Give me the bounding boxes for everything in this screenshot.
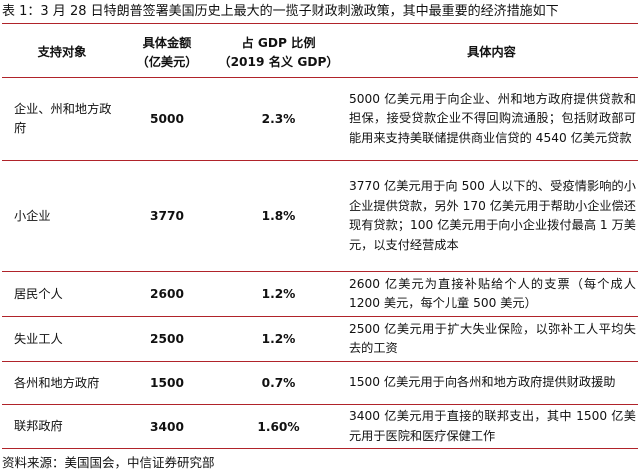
cell-amount: 2600 <box>122 271 212 317</box>
table-row: 各州和地方政府 1500 0.7% 1500 亿美元用于向各州和地方政府提供财政… <box>2 361 638 405</box>
table-header-row: 支持对象 具体金额 （亿美元） 占 GDP 比例 （2019 名义 GDP） 具… <box>2 28 638 78</box>
cell-gdp-share: 0.7% <box>212 361 345 405</box>
cell-amount: 3770 <box>122 160 212 272</box>
cell-target: 联邦政府 <box>2 404 122 449</box>
cell-gdp-share: 1.2% <box>212 316 345 362</box>
stimulus-measures-table: 支持对象 具体金额 （亿美元） 占 GDP 比例 （2019 名义 GDP） 具… <box>2 28 638 449</box>
header-gdp-line1: 占 GDP 比例 <box>241 35 316 50</box>
table-row: 居民个人 2600 1.2% 2600 亿美元为直接补贴给个人的支票（每个成人 … <box>2 271 638 317</box>
source-note: 资料来源：美国国会，中信证券研究部 <box>2 455 215 470</box>
cell-target: 企业、州和地方政府 <box>2 77 122 161</box>
cell-gdp-share: 1.2% <box>212 271 345 317</box>
cell-content: 2500 亿美元用于扩大失业保险，以弥补工人平均失去的工资 <box>345 316 638 362</box>
cell-amount: 5000 <box>122 77 212 161</box>
cell-target: 各州和地方政府 <box>2 361 122 405</box>
cell-target: 小企业 <box>2 160 122 272</box>
cell-content: 2600 亿美元为直接补贴给个人的支票（每个成人 1200 美元，每个儿童 50… <box>345 271 638 317</box>
cell-target: 居民个人 <box>2 271 122 317</box>
table-row: 小企业 3770 1.8% 3770 亿美元用于向 500 人以下的、受疫情影响… <box>2 160 638 272</box>
table-row: 失业工人 2500 1.2% 2500 亿美元用于扩大失业保险，以弥补工人平均失… <box>2 316 638 362</box>
cell-content: 3400 亿美元用于直接的联邦支出，其中 1500 亿美元用于医院和医疗保健工作 <box>345 404 638 449</box>
header-target-label: 支持对象 <box>37 45 87 59</box>
cell-content: 3770 亿美元用于向 500 人以下的、受疫情影响的小企业提供贷款，另外 17… <box>345 160 638 272</box>
cell-gdp-share: 1.60% <box>212 404 345 449</box>
header-gdp-share: 占 GDP 比例 （2019 名义 GDP） <box>212 28 345 78</box>
header-content-label: 具体内容 <box>467 45 516 59</box>
header-content: 具体内容 <box>345 28 638 78</box>
table-row: 联邦政府 3400 1.60% 3400 亿美元用于直接的联邦支出，其中 150… <box>2 404 638 449</box>
table-row: 企业、州和地方政府 5000 2.3% 5000 亿美元用于向企业、州和地方政府… <box>2 77 638 161</box>
header-gdp-line2: （2019 名义 GDP） <box>218 54 339 69</box>
header-amount-line1: 具体金额 <box>142 35 192 50</box>
cell-amount: 3400 <box>122 404 212 449</box>
cell-content: 1500 亿美元用于向各州和地方政府提供财政援助 <box>345 361 638 405</box>
header-amount-line2: （亿美元） <box>136 54 198 69</box>
header-amount: 具体金额 （亿美元） <box>122 28 212 78</box>
table-caption: 表 1：3 月 28 日特朗普签署美国历史上最大的一揽子财政刺激政策，其中最重要… <box>2 2 638 24</box>
header-target: 支持对象 <box>2 28 122 78</box>
cell-amount: 1500 <box>122 361 212 405</box>
cell-content: 5000 亿美元用于向企业、州和地方政府提供贷款和担保，接受贷款企业不得回购流通… <box>345 77 638 161</box>
cell-target: 失业工人 <box>2 316 122 362</box>
cell-gdp-share: 2.3% <box>212 77 345 161</box>
cell-gdp-share: 1.8% <box>212 160 345 272</box>
cell-amount: 2500 <box>122 316 212 362</box>
